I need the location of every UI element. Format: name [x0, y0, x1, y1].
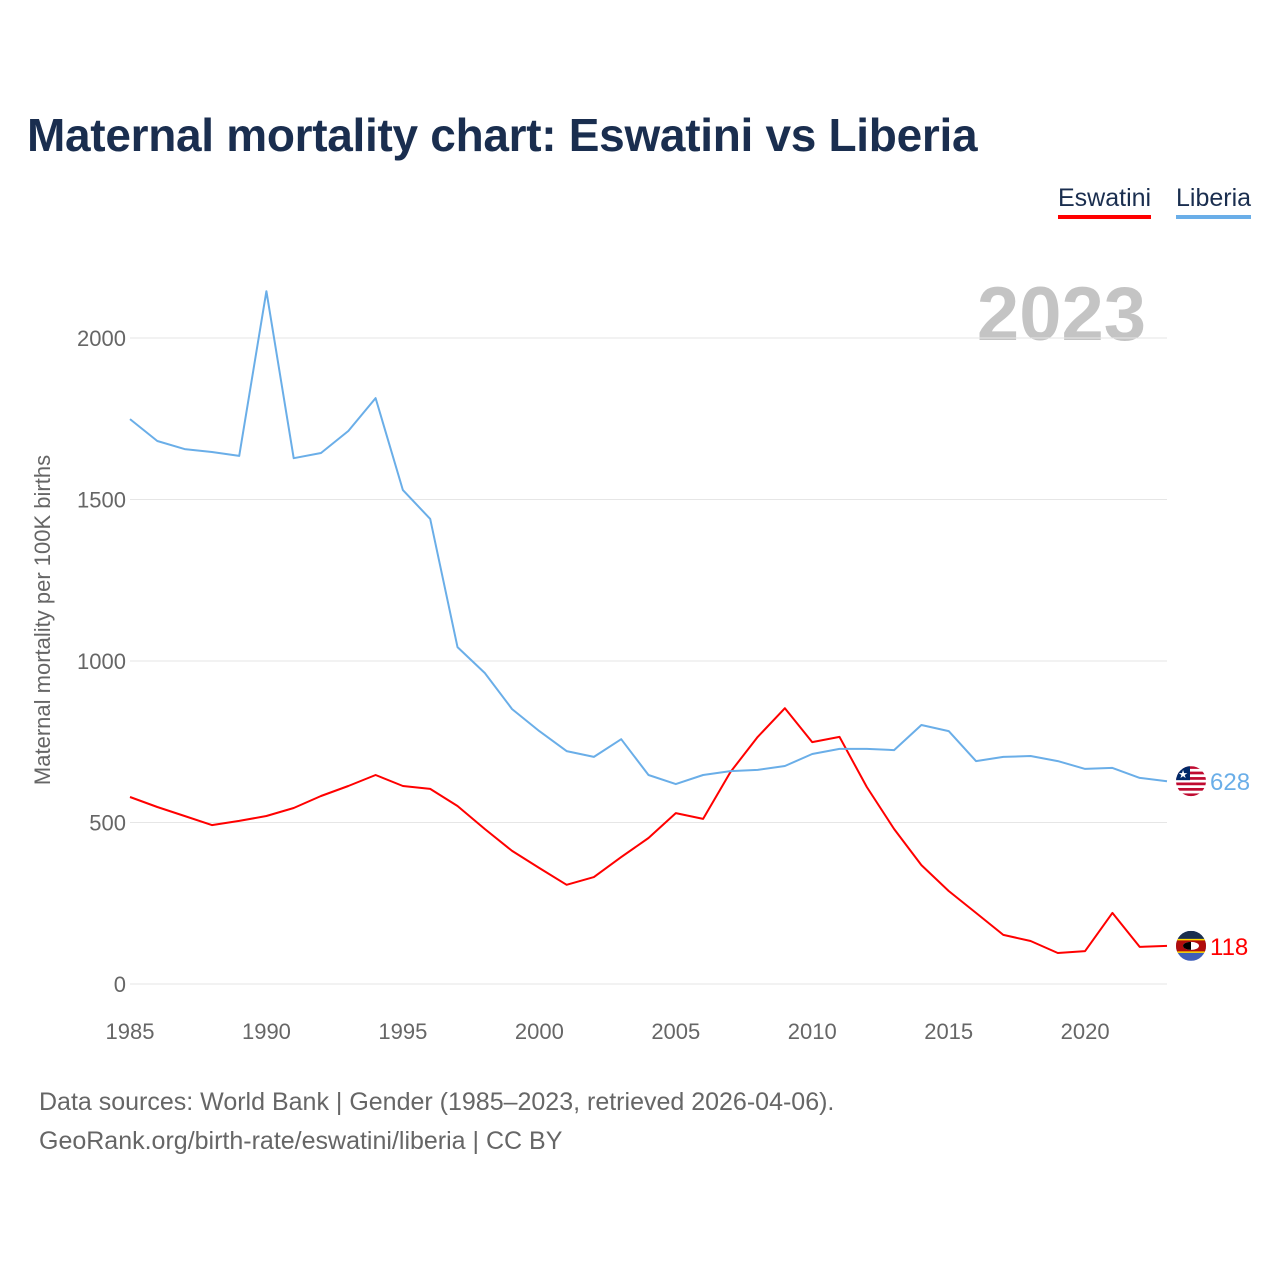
- y-axis-label: Maternal mortality per 100K births: [30, 455, 55, 785]
- end-label-eswatini: 118: [1210, 934, 1248, 961]
- y-tick-label: 1500: [77, 488, 126, 513]
- x-tick-label: 1990: [242, 1019, 291, 1044]
- x-tick-label: 1985: [106, 1019, 155, 1044]
- svg-text:★: ★: [1178, 769, 1188, 781]
- legend-eswatini[interactable]: Eswatini: [1058, 184, 1152, 219]
- footer-source: Data sources: World Bank | Gender (1985–…: [39, 1088, 835, 1116]
- x-tick-label: 2005: [651, 1019, 700, 1044]
- x-tick-label: 2000: [515, 1019, 564, 1044]
- legend-liberia[interactable]: Liberia: [1176, 184, 1252, 219]
- footer-credit[interactable]: GeoRank.org/birth-rate/eswatini/liberia …: [39, 1127, 563, 1155]
- x-tick-label: 1995: [378, 1019, 427, 1044]
- series-line-eswatini: [129, 707, 1168, 954]
- y-tick-label: 2000: [77, 326, 126, 351]
- y-tick-label: 0: [114, 972, 126, 997]
- x-tick-label: 2020: [1061, 1019, 1110, 1044]
- eswatini-flag-icon: [1176, 930, 1206, 961]
- chart-title: Maternal mortality chart: Eswatini vs Li…: [27, 109, 978, 161]
- x-tick-label: 2010: [788, 1019, 837, 1044]
- end-label-liberia: 628: [1210, 769, 1250, 796]
- x-tick-label: 2015: [924, 1019, 973, 1044]
- y-tick-label: 500: [89, 811, 126, 836]
- series-line-liberia: [129, 290, 1168, 786]
- y-tick-label: 1000: [77, 649, 126, 674]
- liberia-flag-icon: ★: [1176, 766, 1206, 797]
- year-label: 2023: [977, 272, 1146, 357]
